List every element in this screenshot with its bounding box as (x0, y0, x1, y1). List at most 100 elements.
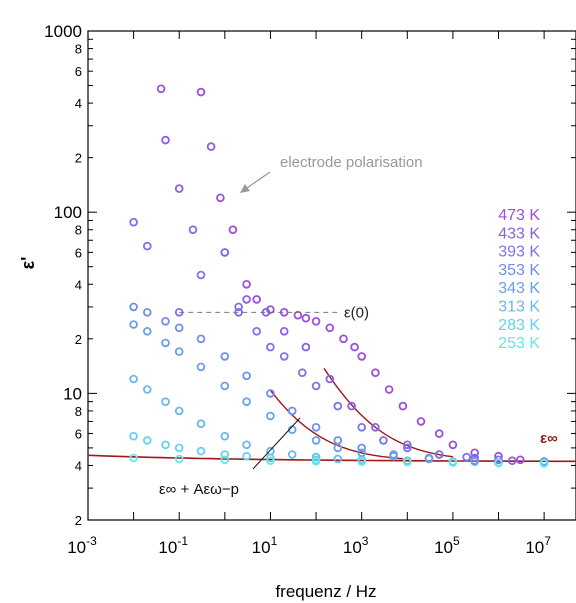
data-point (143, 241, 152, 251)
data-point (156, 84, 166, 94)
data-point (279, 352, 289, 361)
data-point (174, 323, 184, 333)
data-point (357, 422, 367, 432)
data-point (287, 450, 297, 459)
data-point (242, 397, 251, 407)
data-point (494, 458, 503, 468)
data-point (196, 362, 206, 372)
data-point (129, 320, 138, 329)
y-axis-title: ε' (18, 257, 38, 270)
data-point (301, 313, 311, 323)
data-point (311, 381, 321, 391)
y-axis: 10 100 1000 2 4 6 8 2 4 6 8 2 4 6 8 (44, 22, 576, 528)
y-minor-tick-label: 2 (75, 332, 82, 347)
data-point (143, 385, 152, 394)
x-tick-label: 103 (343, 534, 369, 557)
data-point (161, 397, 170, 407)
data-point (311, 456, 321, 466)
data-point (311, 436, 321, 445)
data-point (196, 270, 206, 280)
data-point (129, 302, 138, 312)
data-point (234, 302, 243, 312)
data-point (448, 458, 458, 467)
data-point (174, 347, 184, 356)
data-point (333, 436, 343, 445)
data-point (311, 316, 321, 326)
data-point (347, 401, 356, 411)
electrode-arrow-head (240, 184, 250, 193)
data-point (129, 217, 138, 227)
data-point (129, 453, 138, 463)
x-axis: 10-3 10-1 101 103 105 107 (67, 31, 551, 557)
plot-frame (87, 30, 576, 521)
data-point (228, 225, 238, 235)
y-minor-tick-label: 2 (75, 513, 82, 528)
data-point (293, 310, 303, 320)
data-point (196, 334, 206, 344)
legend-entry: 343 K (498, 280, 540, 297)
data-point (371, 368, 380, 378)
data-point (220, 455, 230, 465)
data-point (196, 87, 206, 97)
data-point (196, 419, 206, 429)
y-minor-tick-label: 6 (75, 64, 82, 79)
y-minor-tick-label: 2 (75, 151, 82, 166)
data-point (333, 401, 343, 411)
x-tick-label: 107 (525, 534, 551, 557)
data-point (220, 381, 230, 391)
x-tick-label: 101 (252, 534, 278, 557)
data-point (266, 342, 275, 352)
data-point (220, 248, 230, 257)
data-point (389, 451, 398, 461)
y-minor-tick-label: 6 (75, 245, 82, 260)
data-point (333, 443, 343, 453)
y-minor-tick-label: 4 (75, 96, 82, 111)
data-point (357, 457, 367, 466)
data-point (402, 440, 412, 450)
data-point (402, 443, 412, 453)
data-point (325, 374, 335, 384)
data-point (174, 454, 184, 464)
data-point (174, 443, 184, 453)
data-point (470, 448, 480, 458)
eps0-label: ε(0) (344, 304, 369, 321)
legend-entry: 433 K (498, 225, 540, 242)
data-point (220, 431, 230, 441)
data-point (424, 454, 434, 464)
data-point (266, 446, 275, 456)
data-point (129, 431, 138, 441)
legend-entry: 253 K (498, 335, 540, 352)
legend-entry: 283 K (498, 317, 540, 334)
legend-entry: 473 K (498, 207, 540, 224)
legend-entry: 313 K (498, 299, 540, 316)
data-point (311, 452, 321, 462)
data-point (161, 135, 170, 145)
y-major-tick-label: 100 (54, 203, 82, 222)
data-point (174, 406, 184, 416)
y-minor-tick-label: 6 (75, 427, 82, 442)
data-point (434, 450, 444, 459)
data-point (384, 385, 394, 394)
data-point (287, 406, 297, 416)
data-point (357, 352, 367, 361)
data-point (242, 279, 251, 289)
data-point (357, 443, 367, 453)
data-point (196, 446, 206, 456)
x-tick-label: 10-1 (158, 534, 188, 557)
data-point (216, 193, 225, 203)
y-major-tick-label: 10 (63, 384, 82, 403)
data-point (143, 436, 152, 445)
data-point (220, 450, 230, 459)
data-point (539, 459, 549, 468)
fit-curve-353K (269, 389, 403, 460)
data-point (242, 451, 251, 461)
data-point (242, 295, 251, 304)
data-point (515, 455, 525, 465)
data-point (494, 455, 503, 465)
formula-pointer (252, 417, 301, 470)
data-point (188, 225, 198, 235)
data-point (252, 295, 262, 304)
y-minor-tick-label: 4 (75, 277, 82, 292)
